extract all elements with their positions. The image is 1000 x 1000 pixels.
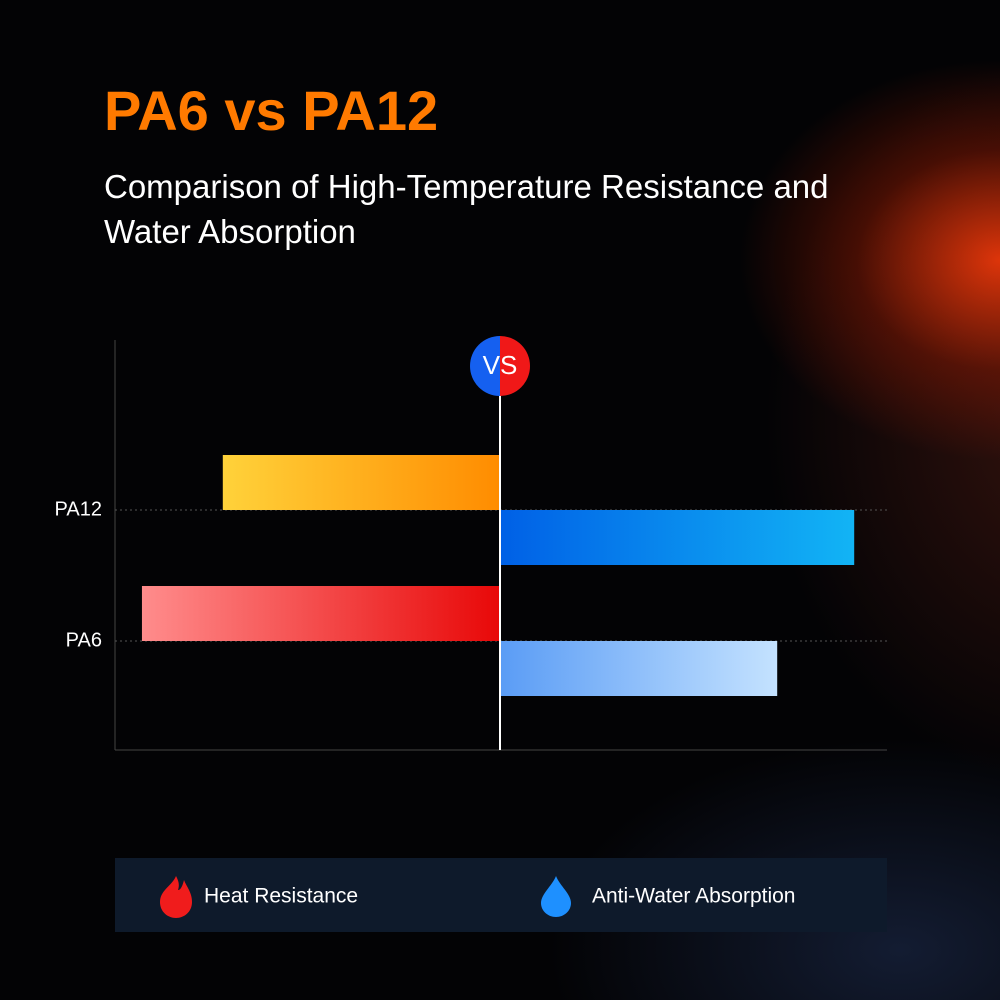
bar [141, 586, 500, 641]
legend-box [115, 858, 887, 932]
y-tick-label: PA12 [55, 498, 102, 520]
bar [500, 510, 855, 565]
legend-label: Heat Resistance [204, 885, 358, 908]
vs-label: VS [483, 350, 518, 380]
y-tick-label: PA6 [66, 629, 102, 651]
vs-badge [470, 336, 530, 396]
legend-icon-flame [160, 876, 192, 918]
bar [500, 641, 778, 696]
chart-subtitle: Comparison of High-Temperature Resistanc… [104, 168, 829, 250]
legend-label: Anti-Water Absorption [592, 885, 795, 908]
legend-icon-drop [541, 876, 571, 917]
bar [222, 455, 501, 510]
chart-title: PA6 vs PA12 [104, 79, 439, 142]
